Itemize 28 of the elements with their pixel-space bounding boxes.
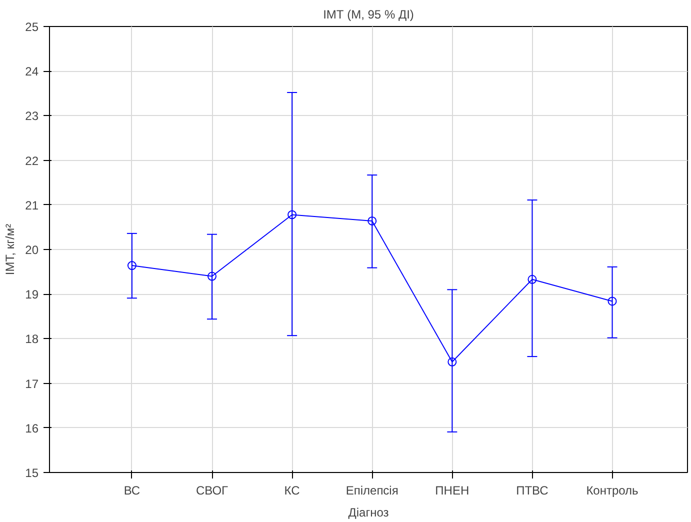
point [208, 272, 216, 281]
y-tick-label: 24 [25, 64, 39, 79]
y-tick-label: 20 [25, 243, 39, 257]
y-tick-label: 19 [25, 288, 39, 302]
point [127, 261, 136, 270]
y-tick-label: 23 [25, 109, 39, 124]
x-tick-label: ПНЕН [435, 484, 470, 498]
x-tick-label: КС [284, 484, 300, 498]
point [528, 274, 537, 284]
point [288, 210, 297, 220]
y-tick-label: 21 [25, 198, 39, 212]
y-tick-label: 15 [25, 466, 39, 480]
y-tick-label: 25 [25, 20, 39, 34]
y-tick-label: 17 [25, 376, 39, 391]
x-tick-label: ПТВС [516, 484, 549, 498]
x-tick-label: Контроль [586, 484, 638, 498]
x-tick-label: Епілепсія [346, 484, 398, 498]
y-axis-title: ІМТ, кг/м² [3, 224, 18, 276]
y-tick-label: 18 [25, 332, 39, 346]
point [448, 357, 457, 366]
y-tick-label: 16 [25, 421, 39, 436]
x-tick-label: ВС [124, 484, 140, 498]
x-axis-title: Діагноз [348, 506, 390, 520]
chart-title: ІМТ (М, 95 % ДІ) [323, 8, 414, 22]
point [368, 216, 377, 226]
x-tick-label: СВОГ [196, 484, 229, 498]
point [608, 296, 617, 306]
y-tick-label: 22 [25, 154, 39, 168]
